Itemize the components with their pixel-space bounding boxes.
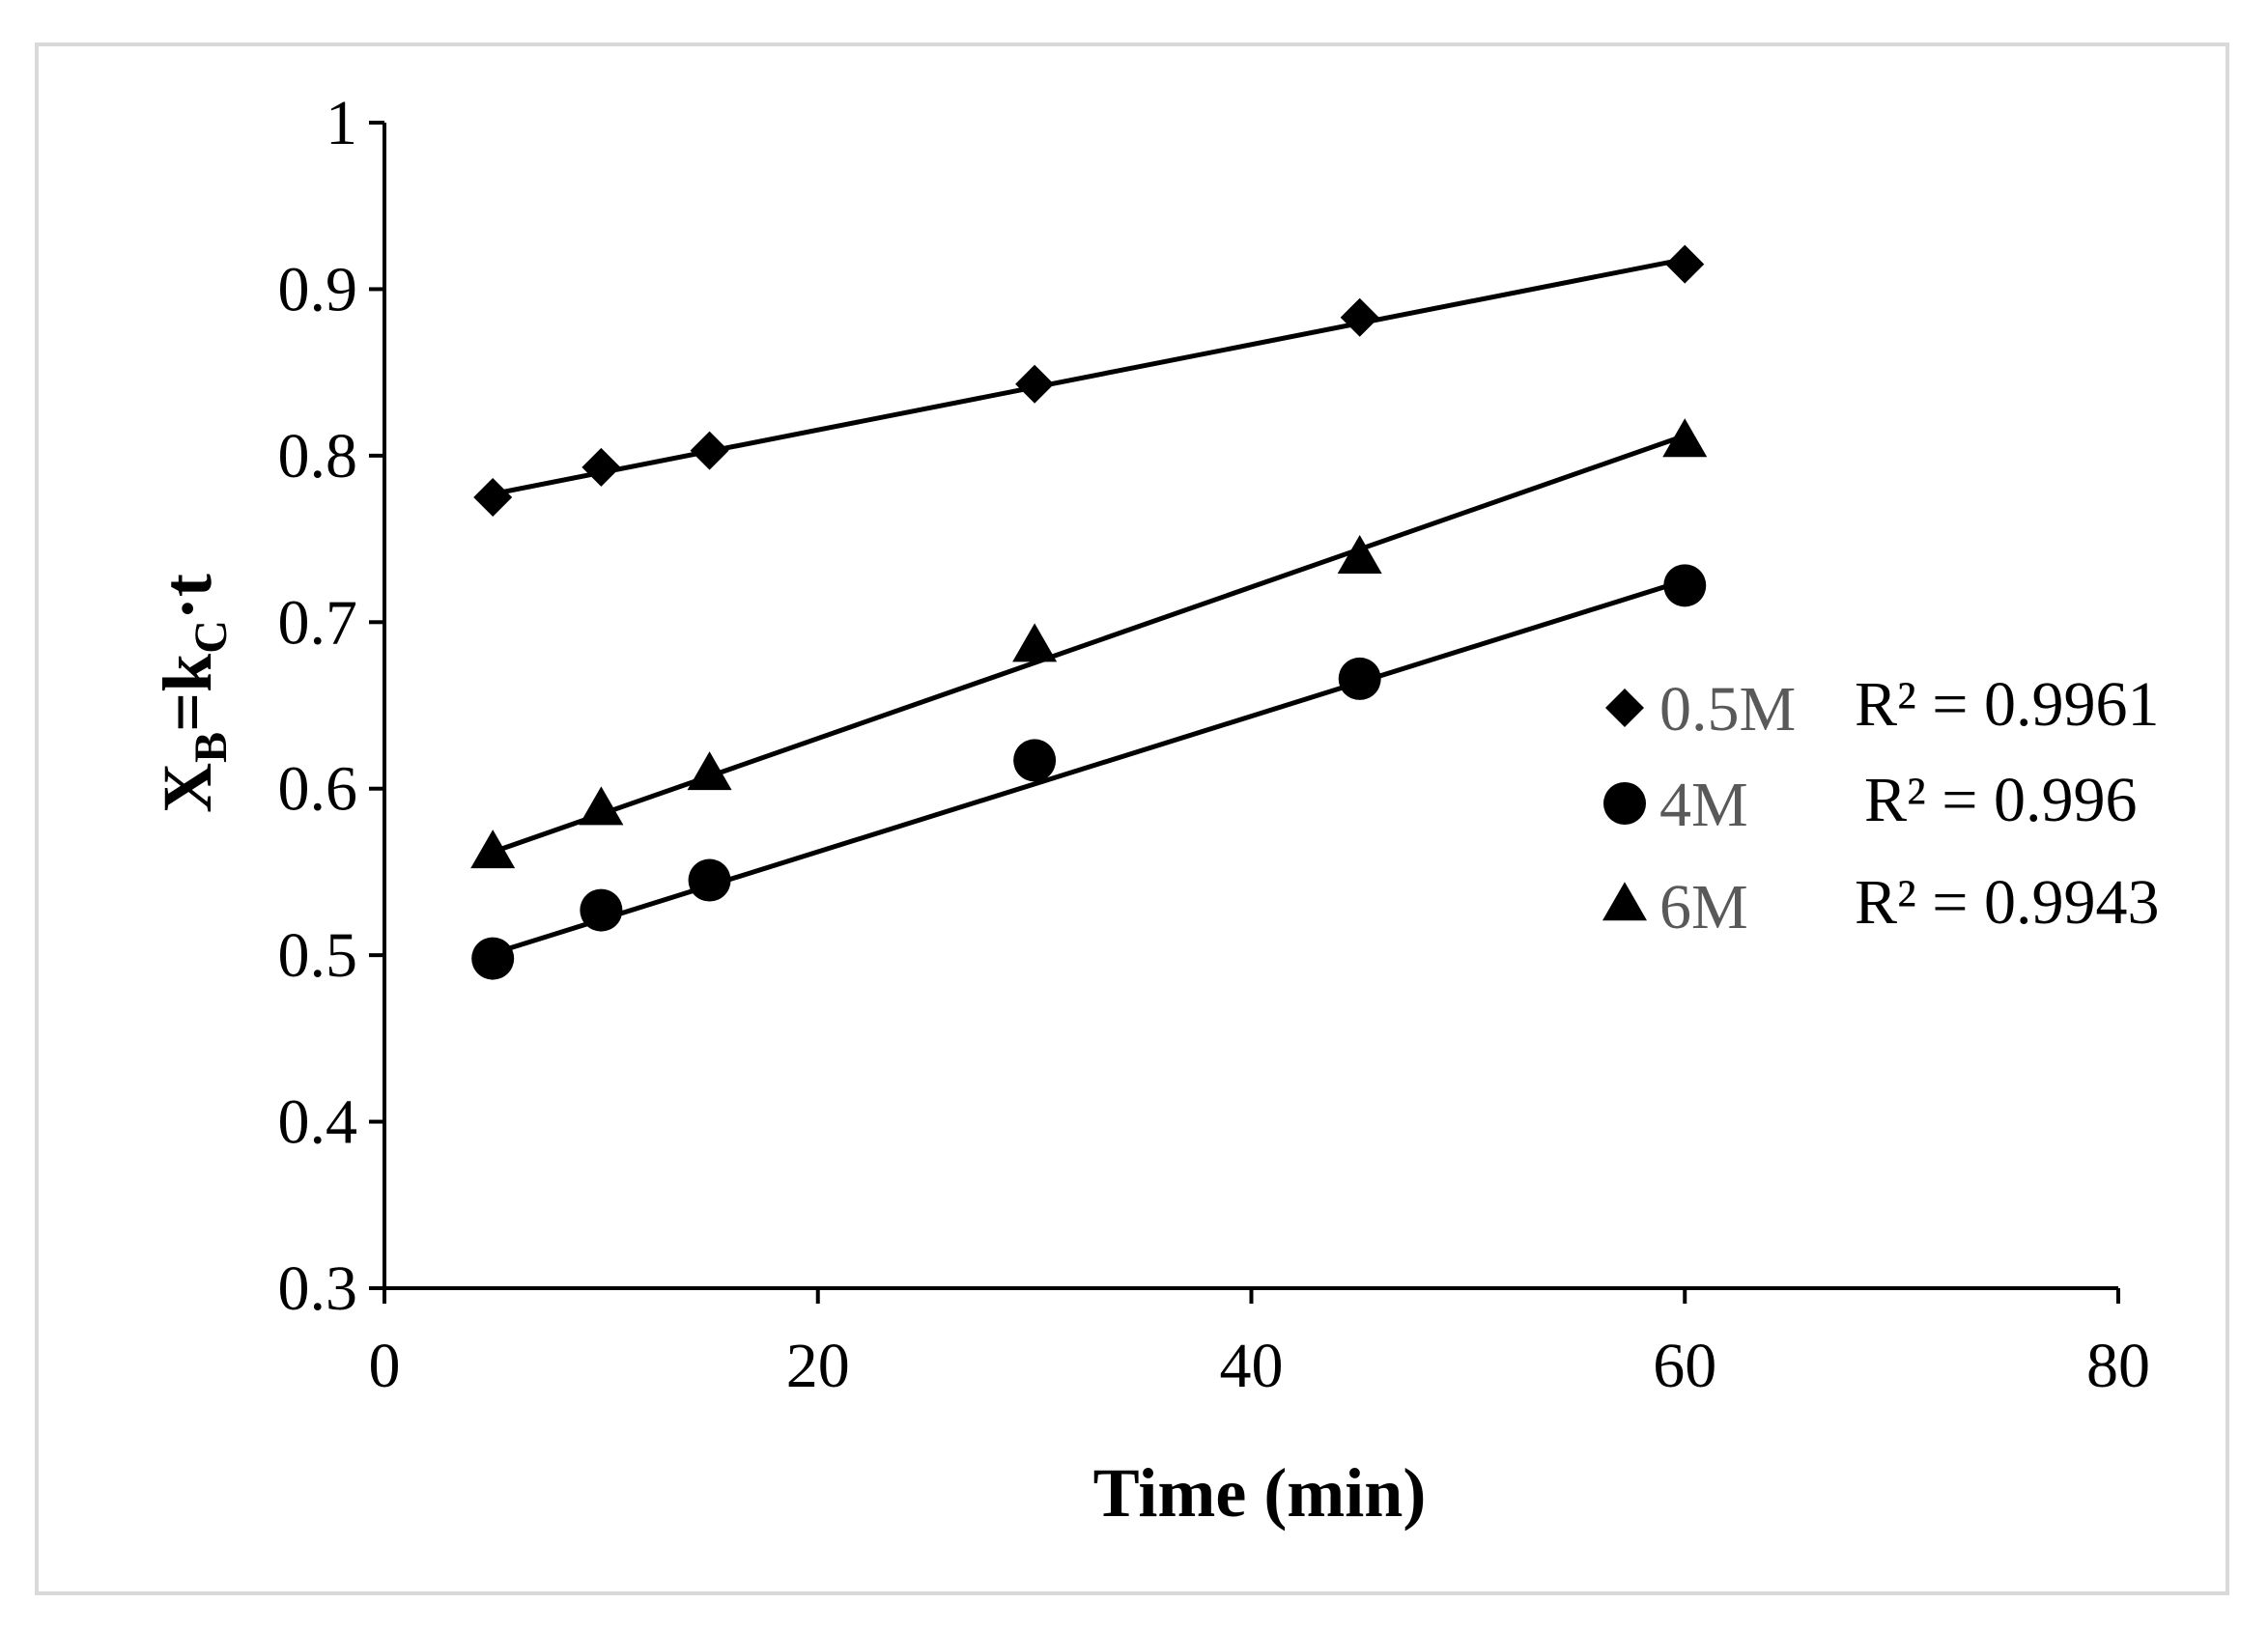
legend-r2-label: R² = 0.9943 [1855, 867, 2160, 938]
y-axis-title-sub-c: C [185, 620, 237, 654]
circle-marker [1663, 564, 1707, 607]
triangle-marker [579, 786, 624, 826]
y-axis-title-mid: =k [149, 654, 226, 732]
triangle-marker [470, 830, 516, 869]
x-tick-label: 60 [1653, 1331, 1716, 1401]
legend-circle-icon [1603, 782, 1646, 825]
legend-diamond-icon [1605, 689, 1644, 727]
x-ticks: 0 20 40 60 80 [369, 1288, 2150, 1401]
diamond-marker [581, 447, 621, 487]
diamond-marker [473, 477, 513, 517]
triangle-marker [1012, 623, 1058, 662]
x-tick-label: 80 [2086, 1331, 2150, 1401]
legend: 0.5M R² = 0.9961 4M R² = 0.996 6M R² = 0.9943 [1602, 669, 2160, 942]
trend-line-0-5m [492, 256, 1686, 496]
trend-line-4m [492, 577, 1686, 956]
diamond-marker [1015, 364, 1055, 404]
triangle-marker [1337, 534, 1382, 574]
diamond-marker [690, 431, 729, 470]
y-tick-label: 0.4 [278, 1087, 358, 1158]
x-tick-label: 20 [786, 1331, 850, 1401]
y-tick-label: 0.3 [278, 1253, 358, 1324]
y-tick-label: 0.6 [278, 754, 358, 825]
legend-label: 6M [1659, 872, 1748, 942]
diamond-marker [1665, 244, 1705, 284]
y-ticks: 0.3 0.4 0.5 0.6 0.7 0.8 0.9 1 [278, 88, 384, 1324]
circle-marker [1338, 657, 1381, 700]
y-axis-title-main: X [149, 763, 226, 813]
circle-marker [1013, 739, 1057, 782]
y-axis-title-text: XB=kC·t [149, 574, 237, 813]
y-tick-label: 0.7 [278, 587, 358, 658]
legend-triangle-icon [1602, 882, 1647, 921]
trend-line-6m [492, 433, 1687, 855]
triangle-marker [1662, 418, 1708, 458]
y-tick-label: 0.5 [278, 920, 358, 991]
y-tick-label: 0.9 [278, 254, 358, 324]
y-tick-label: 0.8 [278, 421, 358, 492]
legend-label: 4M [1659, 770, 1748, 840]
y-axis-title-tail: ·t [149, 574, 226, 620]
legend-r2-label: R² = 0.996 [1864, 765, 2138, 835]
x-tick-label: 0 [369, 1331, 401, 1401]
legend-label: 0.5M [1659, 674, 1796, 745]
y-axis-title: XB=kC·t [149, 574, 237, 813]
chart-frame [35, 42, 2229, 1595]
y-axis-title-sub-b: B [185, 732, 237, 763]
triangle-marker [687, 751, 732, 791]
data-markers [470, 244, 1708, 980]
circle-marker [688, 858, 731, 902]
diamond-marker [1340, 297, 1379, 337]
y-tick-label: 1 [326, 88, 357, 158]
x-tick-label: 40 [1220, 1331, 1284, 1401]
circle-marker [471, 937, 515, 980]
circle-marker [580, 888, 623, 932]
x-axis-title: Time (min) [1093, 1454, 1427, 1532]
legend-r2-label: R² = 0.9961 [1855, 669, 2160, 740]
trend-lines [492, 256, 1687, 956]
